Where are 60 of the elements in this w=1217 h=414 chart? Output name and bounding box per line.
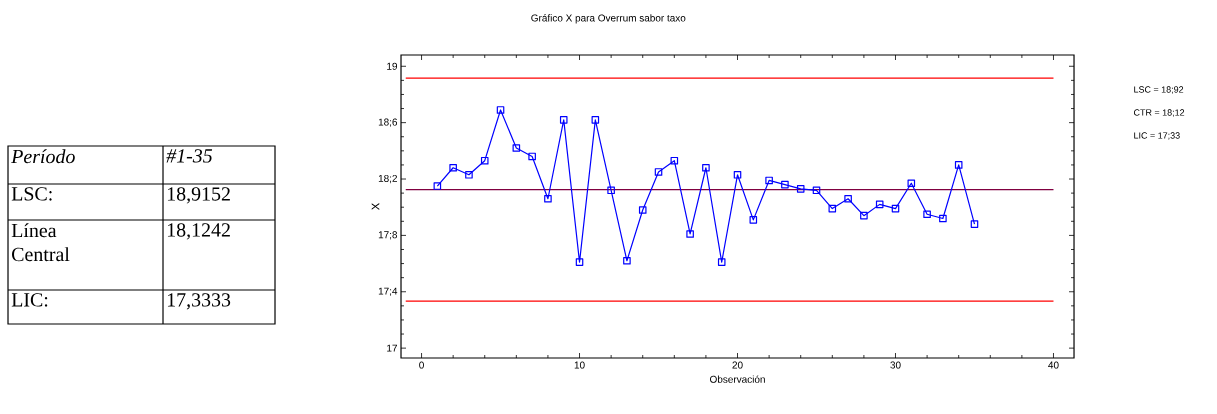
point — [496, 106, 505, 114]
text: 18,9152 — [167, 187, 230, 204]
point — [765, 176, 773, 185]
chart-title: Gráfico X para Overrum sabor taxo — [531, 14, 686, 24]
y-tick-label: 17 — [387, 344, 397, 352]
x-tick-label: 40 — [1048, 361, 1059, 369]
point — [812, 186, 821, 195]
point — [781, 180, 789, 189]
point — [717, 258, 726, 266]
point — [891, 204, 900, 213]
point — [591, 116, 600, 124]
point — [749, 216, 758, 224]
point — [607, 186, 615, 195]
point — [654, 168, 663, 176]
text: Período — [11, 149, 75, 164]
x-axis-title: Observación — [710, 375, 765, 383]
point — [733, 170, 742, 179]
text: #1-35 — [166, 149, 213, 163]
point — [575, 258, 584, 266]
point — [528, 152, 536, 161]
y-tick-label: 18;6 — [378, 118, 398, 127]
point — [449, 163, 457, 172]
text: CTR = 18;12 — [1133, 109, 1185, 117]
point — [544, 194, 552, 203]
point — [875, 200, 884, 209]
x-tick-label: 10 — [574, 361, 585, 369]
point — [828, 204, 837, 213]
point — [623, 256, 631, 265]
point — [954, 161, 963, 169]
point — [860, 211, 868, 220]
point — [465, 170, 473, 179]
y-tick-label: 17;8 — [378, 231, 398, 240]
point — [796, 185, 805, 193]
point — [480, 156, 489, 165]
point — [638, 206, 647, 214]
point — [559, 116, 568, 124]
text: LSC: — [11, 187, 52, 201]
text: LIC = 17;33 — [1134, 132, 1180, 140]
point — [512, 144, 521, 152]
x-tick-label: 20 — [732, 361, 743, 369]
point — [923, 210, 931, 219]
point — [702, 163, 710, 172]
text: Línea Central — [11, 223, 70, 262]
y-tick-label: 18;2 — [378, 174, 397, 184]
point — [970, 220, 979, 228]
x-tick-label: 0 — [419, 361, 424, 369]
y-axis-title: X — [371, 203, 380, 210]
point — [670, 156, 679, 165]
text: 18,1242 — [167, 223, 230, 240]
text: 17,3333 — [167, 293, 231, 310]
point — [939, 214, 947, 223]
point — [433, 182, 442, 190]
y-tick-label: 17;4 — [378, 287, 398, 296]
point — [907, 179, 916, 188]
point — [686, 230, 694, 238]
text: LSC = 18;92 — [1134, 86, 1184, 94]
y-tick-label: 19 — [387, 62, 398, 70]
point — [844, 194, 852, 203]
x-tick-label: 30 — [890, 361, 901, 369]
text: LIC: — [11, 293, 48, 307]
